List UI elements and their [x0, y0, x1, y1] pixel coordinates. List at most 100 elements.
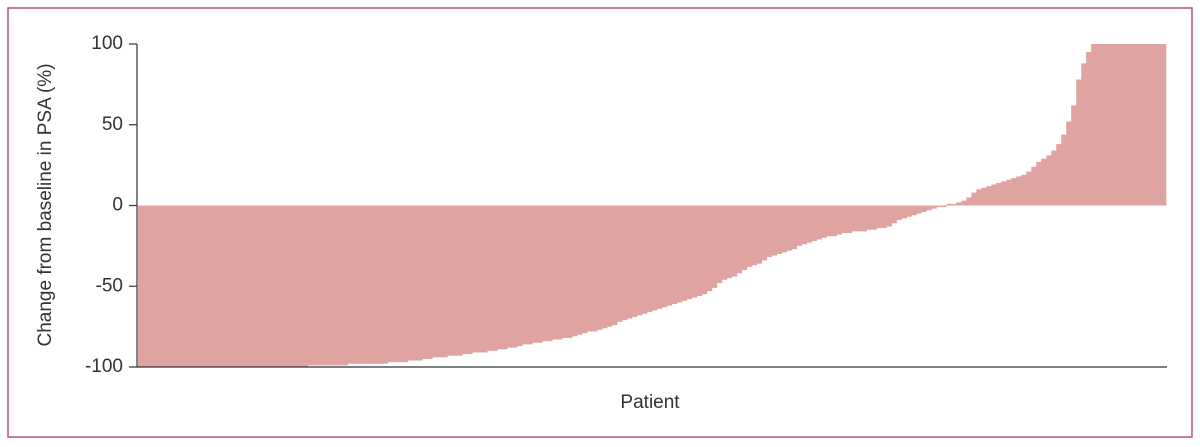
bar [691, 205, 698, 298]
bar [791, 205, 798, 250]
bar [751, 205, 758, 266]
bar [342, 205, 348, 366]
bar [447, 205, 453, 356]
bar [901, 205, 907, 219]
bar [627, 205, 633, 319]
bar [1101, 44, 1107, 206]
bar [412, 205, 418, 361]
bar [157, 205, 164, 367]
bar [467, 205, 473, 355]
bar [187, 205, 194, 367]
bar [1081, 63, 1087, 206]
bar [517, 205, 523, 347]
bar [836, 205, 842, 235]
bar [142, 205, 149, 367]
bar [522, 205, 528, 345]
bar [257, 205, 264, 367]
bar [642, 205, 648, 314]
bar [886, 205, 892, 227]
bar [427, 205, 433, 359]
bar [527, 205, 533, 345]
bar [462, 205, 468, 355]
bar [367, 205, 373, 364]
bar [891, 205, 897, 224]
bar [831, 205, 837, 237]
bar [976, 189, 982, 206]
bar [327, 205, 333, 366]
bar [252, 205, 259, 367]
bar [382, 205, 388, 364]
bar [726, 205, 733, 279]
bar [477, 205, 483, 353]
bar [227, 205, 234, 367]
bar [991, 184, 997, 206]
bar [846, 205, 852, 233]
y-tick-label: 0 [112, 195, 123, 216]
bar [711, 205, 718, 288]
bar [212, 205, 219, 367]
bar [1131, 44, 1137, 206]
bar [622, 205, 628, 321]
bar [1091, 44, 1097, 206]
bar [632, 205, 638, 317]
bar [911, 205, 917, 216]
bar [1061, 134, 1067, 206]
bar [387, 205, 393, 363]
bar [821, 205, 827, 238]
bar [801, 205, 807, 245]
bar [392, 205, 398, 363]
bar [1151, 44, 1157, 206]
bar [1161, 44, 1167, 206]
bar [307, 205, 313, 366]
bar [182, 205, 189, 367]
bar [746, 205, 753, 267]
y-tick-label: -50 [96, 275, 123, 296]
bar [806, 205, 812, 243]
bar [612, 205, 618, 326]
bar [1106, 44, 1112, 206]
bar [207, 205, 214, 367]
bar [681, 205, 688, 301]
bar [931, 205, 937, 209]
bar [1141, 44, 1147, 206]
bar [282, 205, 289, 367]
bar [1041, 158, 1047, 206]
bar [861, 205, 867, 232]
bar [1136, 44, 1142, 206]
bar [457, 205, 463, 356]
bar [1096, 44, 1102, 206]
bar [771, 205, 778, 256]
bar [996, 182, 1002, 206]
bar [1086, 52, 1092, 206]
bar [1001, 181, 1007, 206]
bar [357, 205, 363, 364]
bar [701, 205, 708, 295]
bar [322, 205, 328, 366]
bar [647, 205, 653, 313]
bar [332, 205, 338, 366]
bar [871, 205, 877, 230]
bar [731, 205, 738, 277]
y-tick-label: 100 [91, 33, 123, 54]
bar [442, 205, 448, 358]
bar [287, 205, 293, 367]
bar [676, 205, 683, 303]
bar [417, 205, 423, 361]
bar [1036, 161, 1042, 206]
bar [138, 205, 144, 367]
bar [562, 205, 568, 338]
bar [197, 205, 204, 367]
bar [472, 205, 478, 353]
frame [7, 7, 1193, 438]
bar [397, 205, 403, 363]
bar [1126, 44, 1132, 206]
bar [547, 205, 553, 342]
bar [337, 205, 343, 366]
bar [422, 205, 428, 359]
y-tick-label: -100 [85, 356, 123, 377]
bar [592, 205, 598, 332]
bar [162, 205, 169, 367]
bar [637, 205, 643, 316]
bar [1026, 171, 1032, 206]
